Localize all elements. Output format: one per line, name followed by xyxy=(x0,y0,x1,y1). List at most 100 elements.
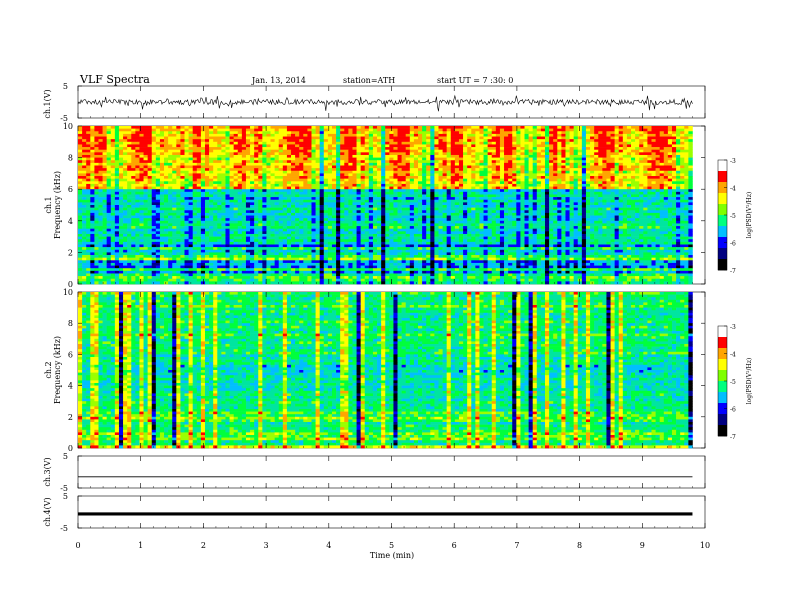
spectrogram-cell xyxy=(680,199,689,203)
spectrogram-cell xyxy=(573,191,579,195)
spectrogram-cell xyxy=(188,186,193,190)
spectrogram-cell xyxy=(520,244,525,248)
spectrogram-cell xyxy=(467,136,476,140)
spectrogram-cell xyxy=(90,139,95,143)
spectrogram-cell xyxy=(676,218,681,222)
spectrogram-cell xyxy=(278,144,284,148)
spectrogram-cell xyxy=(381,241,386,245)
spectrogram-cell xyxy=(626,194,632,198)
spectrogram-cell xyxy=(176,197,185,201)
spectrogram-cell xyxy=(340,239,357,243)
spectrogram-cell xyxy=(544,210,550,214)
spectrogram-cell xyxy=(680,202,689,206)
spectrogram-cell xyxy=(233,162,243,166)
spectrogram-cell xyxy=(667,176,673,179)
spectrogram-cell xyxy=(504,139,513,143)
spectrogram-cell xyxy=(184,147,189,150)
spectrogram-cell xyxy=(471,126,480,129)
spectrogram-cell xyxy=(344,152,349,156)
spectrogram-cell xyxy=(643,186,648,190)
spectrogram-cell xyxy=(585,133,595,137)
spectrogram-cell xyxy=(561,162,566,166)
spectrogram-cell xyxy=(454,236,460,240)
spectrogram-cell xyxy=(475,152,488,156)
spectrogram-cell xyxy=(258,152,263,156)
spectrogram-cell xyxy=(430,236,435,240)
spectrogram-cell xyxy=(594,144,599,148)
spectrogram-cell xyxy=(110,139,116,143)
spectrogram-cell xyxy=(217,239,226,243)
spectrogram-cell xyxy=(397,178,407,182)
spectrogram-cell xyxy=(418,215,423,219)
spectrogram-cell xyxy=(569,136,574,140)
spectrogram-cell xyxy=(323,226,329,229)
spectrogram-cell xyxy=(655,220,660,224)
spectrogram-cell xyxy=(389,226,394,229)
spectrogram-cell xyxy=(356,168,361,172)
spectrogram-cell xyxy=(127,205,132,208)
spectrogram-cell xyxy=(360,141,366,145)
spectrogram-cell xyxy=(274,168,280,172)
spectrogram-cell xyxy=(540,168,546,172)
spectrogram-cell xyxy=(209,144,218,148)
spectrogram-cell xyxy=(528,199,538,203)
spectrogram-cell xyxy=(127,244,132,248)
spectrogram-cell xyxy=(520,207,525,211)
spectrogram-cell xyxy=(471,168,476,172)
spectrogram-cell xyxy=(401,194,407,198)
spectrogram-cell xyxy=(663,181,673,185)
spectrogram-cell xyxy=(90,160,95,164)
spectrogram-cell xyxy=(622,183,628,187)
spectrogram-cell xyxy=(475,131,480,135)
spectrogram-cell xyxy=(188,152,193,156)
spectrogram-cell xyxy=(159,181,165,185)
spectrogram-cell xyxy=(463,212,468,216)
spectrogram-cell xyxy=(192,228,202,232)
spectrogram-cell xyxy=(360,207,366,211)
spectrogram-cell xyxy=(573,233,583,237)
spectrogram-cell xyxy=(581,147,587,150)
spectrogram-cell xyxy=(434,168,439,172)
spectrogram-cell xyxy=(647,207,656,211)
spectrogram-cell xyxy=(286,154,292,158)
spectrogram-cell xyxy=(348,189,353,193)
spectrogram-cell xyxy=(446,149,452,153)
spectrogram-cell xyxy=(368,244,374,248)
spectrogram-cell xyxy=(139,128,153,132)
spectrogram-cell xyxy=(385,197,394,201)
spectrogram-cell xyxy=(106,194,112,198)
spectrogram-cell xyxy=(200,149,206,153)
spectrogram-cell xyxy=(168,133,177,137)
spectrogram-cell xyxy=(209,149,214,153)
spectrogram-cell xyxy=(274,131,280,135)
spectrogram-cell xyxy=(532,215,538,219)
spectrogram-cell xyxy=(594,152,607,156)
spectrogram-cell xyxy=(102,210,107,214)
spectrogram-cell xyxy=(590,194,599,198)
spectrogram-cell xyxy=(188,173,193,177)
spectrogram-cell xyxy=(491,128,497,132)
spectrogram-cell xyxy=(356,178,361,182)
spectrogram-cell xyxy=(213,165,222,169)
spectrogram-cell xyxy=(118,128,132,132)
spectrogram-cell xyxy=(422,220,427,224)
spectrogram-cell xyxy=(274,215,288,219)
spectrogram-cell xyxy=(98,147,107,150)
spectrogram-cell xyxy=(626,133,632,137)
spectrogram-cell xyxy=(94,239,103,243)
spectrogram-cell xyxy=(471,199,476,203)
spectrogram-cell xyxy=(577,173,583,177)
spectrogram-cell xyxy=(549,133,554,137)
spectrogram-cell xyxy=(471,152,476,156)
spectrogram-cell xyxy=(348,199,353,203)
spectrogram-cell xyxy=(123,223,128,227)
spectrogram-cell xyxy=(147,207,153,211)
spectrogram-cell xyxy=(110,212,116,216)
spectrogram-cell xyxy=(229,160,243,164)
spectrogram-cell xyxy=(434,128,439,132)
spectrogram-cell xyxy=(389,199,394,203)
spectrogram-cell xyxy=(418,173,423,177)
spectrogram-cell xyxy=(250,220,255,224)
spectrogram-cell xyxy=(663,154,669,158)
spectrogram-cell xyxy=(168,141,177,145)
